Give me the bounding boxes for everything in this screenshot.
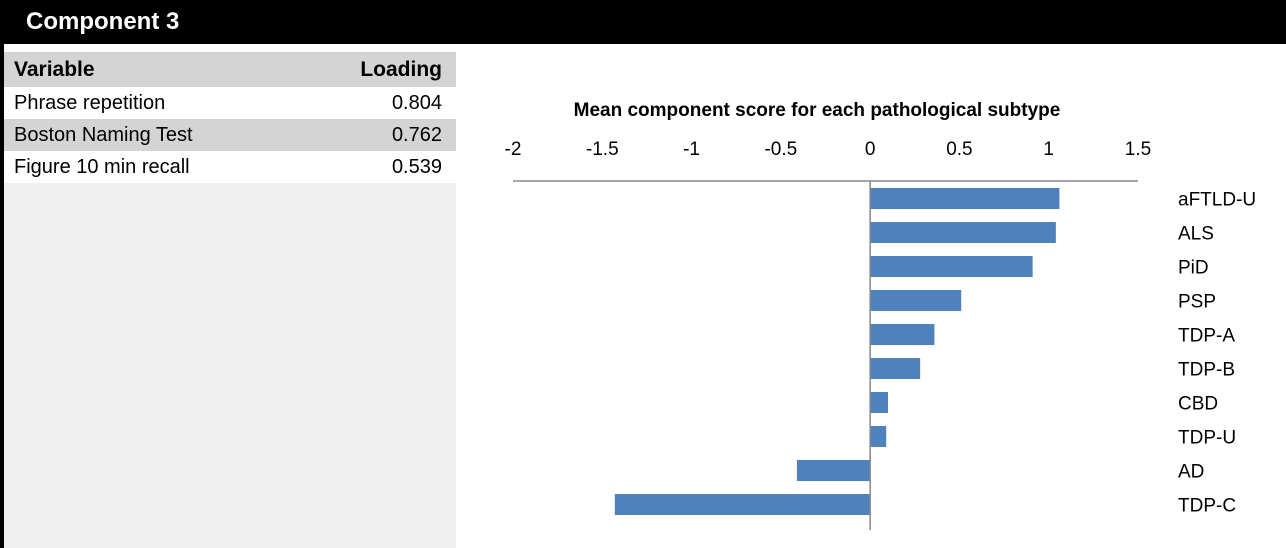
x-tick-label: -2: [505, 139, 522, 160]
bar-tdp-u: [870, 426, 887, 447]
category-label: TDP-A: [1178, 326, 1235, 347]
header-variable: Variable: [14, 58, 95, 81]
table-header: Variable Loading: [4, 52, 456, 87]
chart-title: Mean component score for each pathologic…: [574, 100, 1061, 121]
bar-pid: [870, 256, 1033, 277]
header-loading: Loading: [360, 58, 442, 81]
panel-title: Component 3: [4, 0, 1286, 44]
table-row: Boston Naming Test 0.762: [4, 119, 456, 151]
category-label: TDP-C: [1178, 496, 1236, 517]
loading-cell: 0.762: [391, 124, 442, 146]
table-panel-background: [4, 183, 456, 548]
x-tick-label: -1: [683, 139, 700, 160]
bar-psp: [870, 290, 962, 311]
bar-chart: Mean component score for each pathologic…: [505, 100, 1256, 530]
category-label: AD: [1178, 462, 1204, 483]
loading-cell: 0.539: [391, 156, 442, 178]
x-tick-label: 0.5: [946, 139, 972, 160]
x-tick-label: 1.5: [1125, 139, 1151, 160]
bar-als: [870, 222, 1056, 243]
x-tick-label: -1.5: [586, 139, 619, 160]
table-row: Figure 10 min recall 0.539: [4, 151, 456, 183]
category-label: aFTLD-U: [1178, 190, 1256, 211]
bar-tdp-a: [870, 324, 935, 345]
category-label: PiD: [1178, 258, 1209, 279]
bar-tdp-b: [870, 358, 921, 379]
category-label: PSP: [1178, 292, 1216, 313]
x-tick-label: 0: [865, 139, 876, 160]
left-border: [0, 0, 4, 548]
category-label: ALS: [1178, 224, 1214, 245]
category-label: TDP-B: [1178, 360, 1235, 381]
category-label: TDP-U: [1178, 428, 1236, 449]
category-label: CBD: [1178, 394, 1218, 415]
bar-cbd: [870, 392, 888, 413]
bar-tdp-c: [614, 494, 871, 515]
table-row: Phrase repetition 0.804: [4, 87, 456, 119]
variable-cell: Phrase repetition: [14, 92, 166, 114]
variable-cell: Boston Naming Test: [14, 124, 193, 146]
variable-cell: Figure 10 min recall: [14, 156, 190, 178]
x-tick-label: 1: [1043, 139, 1054, 160]
x-tick-label: -0.5: [764, 139, 797, 160]
bar-aftld-u: [870, 188, 1060, 209]
loading-cell: 0.804: [391, 92, 442, 114]
bar-ad: [796, 460, 871, 481]
